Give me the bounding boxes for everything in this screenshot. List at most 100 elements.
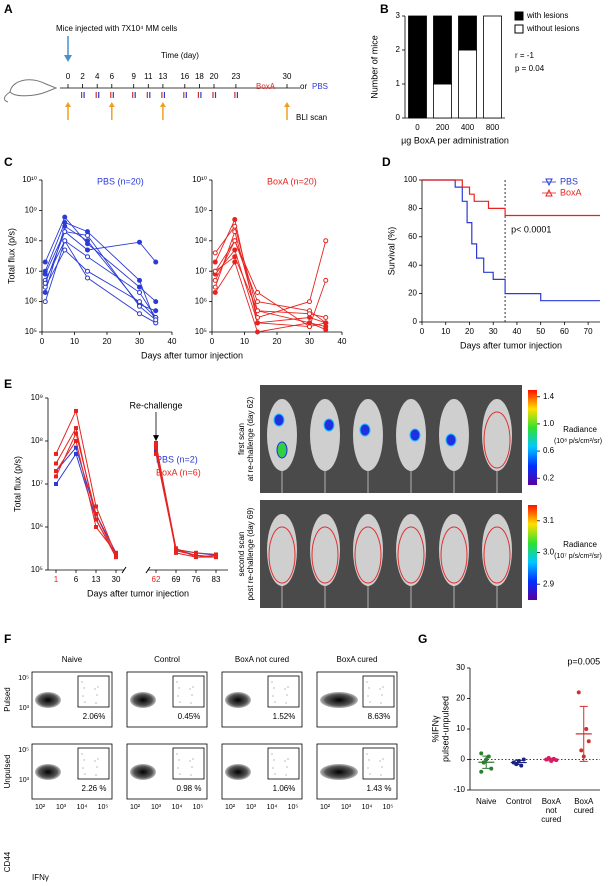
x-tick-label: 10³ [56,804,67,811]
day-label: 20 [210,72,219,81]
x-tick-label: not [546,806,558,815]
point [153,299,159,305]
x-tick-label: 62 [152,575,161,584]
y-tick-label: 10⁵ [31,565,43,574]
point [323,238,329,244]
x-tick-label: 10³ [341,804,352,811]
y-axis-label: Number of mice [369,35,379,99]
point [307,320,312,326]
injection-label: Mice injected with 7X10⁴ MM cells [56,24,177,33]
event [382,758,384,760]
event [271,753,273,755]
point [62,229,68,235]
event [96,694,98,696]
x-tick-label: 30 [135,337,144,346]
x-axis-label: Days after tumor injection [460,340,562,350]
event [367,767,369,769]
signal [323,418,335,432]
mouse-body [310,399,340,471]
y-tick-label: 0 [461,755,466,764]
bar-segment [433,83,452,119]
legend-label: PBS (n=2) [156,454,198,464]
event [83,759,85,761]
x-tick-label: 20 [103,337,112,346]
scan-image [260,500,522,608]
x-tick-label: 800 [486,123,500,132]
y-axis-label: Total flux (p/s) [12,456,22,512]
event [84,701,86,703]
gate-percentage: 1.43 % [367,784,392,793]
roi [483,411,511,469]
point [154,440,158,445]
y-tick-label: 30 [456,663,465,672]
x-axis-label: µg BoxA per administration [401,135,509,145]
x-tick-label: 400 [461,123,475,132]
x-tick-label: 70 [584,327,593,336]
time-label: Time (day) [161,51,199,60]
x-tick-label: 10² [130,804,141,811]
x-tick-label: 10 [441,327,450,336]
event [177,767,179,769]
x-tick-label: 30 [112,575,121,584]
x-tick-label: 60 [560,327,569,336]
y-tick-label: 10⁶ [31,522,43,531]
x-tick-label: 0 [210,337,215,346]
colorbar-unit: (10⁷ p/s/cm²/sr) [554,553,602,560]
point [137,299,142,305]
y-axis-label: pulsed-unpulsed [440,696,450,762]
point [212,250,218,256]
bar-segment [483,15,502,119]
point [255,320,260,326]
event [284,760,286,762]
point [114,550,118,555]
event [380,702,382,704]
point [479,769,484,774]
cell-population [130,692,156,708]
arrow-head [64,55,72,62]
y-tick-label: 10⁸ [31,436,43,445]
x-tick-label: 20 [273,337,282,346]
x-tick-label: 76 [192,575,201,584]
event [274,773,276,775]
axis-break [121,566,151,574]
error-bar [514,759,523,766]
point [42,259,48,265]
y-tick-label: 3 [396,11,401,20]
x-tick-label: 69 [172,575,181,584]
point [194,555,198,560]
day-label: 4 [95,72,100,81]
x-tick-label: 10⁵ [98,804,109,811]
point [54,461,58,466]
y-tick-label: 10⁷ [25,266,37,275]
point [54,451,58,456]
bar-segment [408,15,427,119]
event [97,686,99,688]
event [192,758,194,760]
scan-image [260,385,522,493]
x-axis-label: Days after tumor injection [141,350,243,360]
x-tick-label: 10³ [151,804,162,811]
y-tick-label: 10⁷ [195,266,207,275]
gate [77,747,110,780]
or-label: or [300,82,307,91]
event [94,688,96,690]
event [176,753,178,755]
legend-marker [545,188,553,197]
colorbar-unit: (10⁸ p/s/cm²/sr) [554,438,602,445]
event [189,688,191,690]
x-tick-label: 0 [40,337,45,346]
point [42,280,48,286]
y-tick-label: 10⁶ [195,297,207,306]
x-tick-label: 13 [92,575,101,584]
event [368,687,370,689]
point [255,329,260,335]
gate-percentage: 0.98 % [177,784,202,793]
event [95,774,97,776]
event [84,773,86,775]
colorbar-title: Radiance [563,540,597,549]
y-tick-label: 40 [408,260,417,269]
event [192,686,194,688]
point [54,469,58,474]
event [190,702,192,704]
